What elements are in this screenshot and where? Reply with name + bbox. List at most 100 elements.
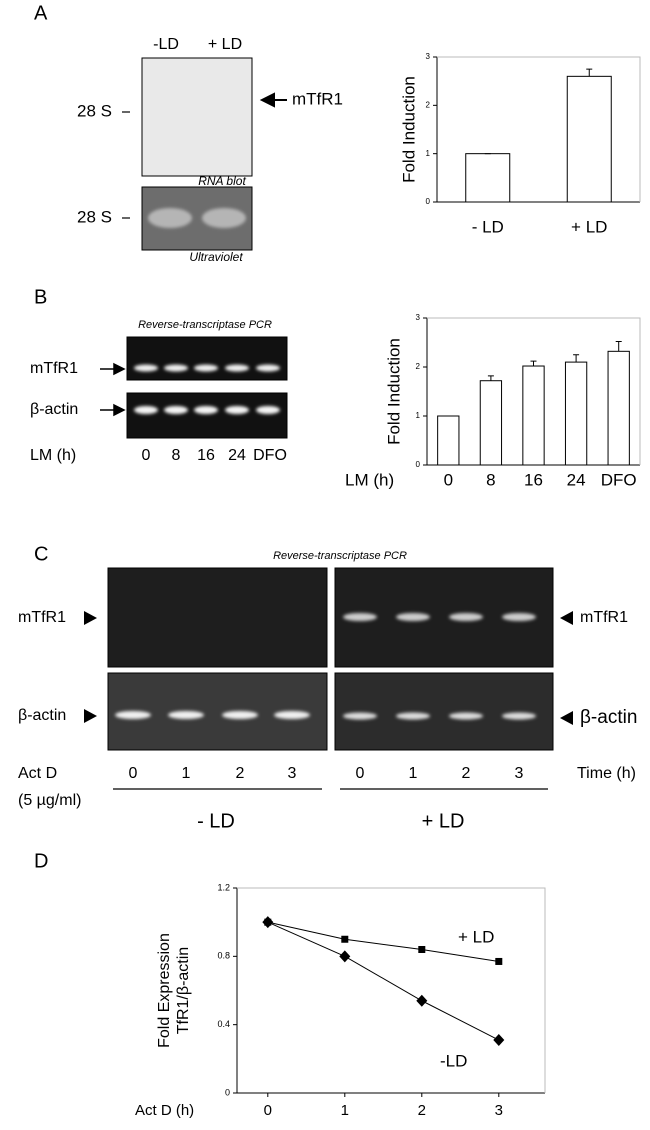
row-label: β-actin (18, 707, 66, 724)
gel-band (202, 208, 246, 228)
panel-label: D (34, 850, 48, 872)
plot-frame (437, 56, 641, 202)
gel-band (449, 613, 483, 621)
x-tick-label: 3 (495, 1102, 503, 1119)
point (495, 957, 503, 965)
gel-band (343, 712, 377, 720)
lane-label: 2 (462, 765, 471, 782)
bar (607, 350, 630, 466)
point (341, 935, 349, 943)
bar (564, 361, 588, 466)
gel-band (164, 406, 188, 414)
gel (107, 567, 328, 668)
gel (126, 336, 288, 381)
x-tick-label: 1 (341, 1102, 349, 1119)
gel-band (134, 364, 158, 372)
gel (126, 392, 288, 439)
row-label: mTfR1 (18, 609, 66, 626)
gel-band (164, 364, 188, 372)
gel (141, 57, 253, 177)
point (493, 1034, 505, 1047)
gel-band (343, 613, 377, 621)
series-label: + LD (458, 927, 494, 946)
arrow (100, 403, 126, 417)
gel-band (194, 406, 218, 414)
lane-axis-label: LM (h) (30, 447, 76, 464)
gel-band (148, 208, 192, 228)
gel-band (396, 613, 430, 621)
group-label: + LD (422, 810, 465, 832)
error-bar (487, 375, 494, 381)
error-bar (530, 360, 537, 367)
band-label: mTfR1 (292, 89, 343, 108)
arrowhead (560, 611, 573, 625)
treatment-label: Act D (18, 765, 57, 782)
arrowhead (84, 611, 97, 625)
gel-band (502, 613, 536, 621)
x-tick-label: 8 (486, 470, 495, 489)
x-tick-label: 16 (524, 470, 543, 489)
gel (107, 672, 328, 751)
gel-band (502, 712, 536, 720)
y-tick-label: 1.2 (217, 882, 230, 892)
x-tick-label: 0 (444, 470, 453, 489)
panel-label: A (34, 2, 48, 24)
plot-frame (237, 887, 546, 1093)
x-tick-label: 24 (567, 470, 586, 489)
y-tick-label: 3 (416, 313, 421, 322)
y-tick-label: 0 (426, 197, 431, 206)
x-axis-label: Act D (h) (135, 1102, 194, 1119)
y-axis-label: Fold Expression (156, 933, 173, 1048)
lane-label: 0 (142, 447, 151, 464)
gel-band (134, 406, 158, 414)
bar (437, 415, 460, 466)
group-label: - LD (197, 810, 235, 832)
arrowhead (560, 711, 573, 725)
lane-label: 3 (515, 765, 524, 782)
lane-label: -LD (153, 36, 179, 53)
row-label: β-actin (30, 401, 78, 418)
caption: RNA blot (198, 174, 246, 188)
lane-label: 2 (236, 765, 245, 782)
y-tick-label: 1 (426, 149, 431, 158)
point (262, 916, 274, 929)
y-axis-label: Fold Induction (399, 76, 418, 183)
x-tick-label: - LD (472, 217, 504, 236)
gel-title: Reverse-transcriptase PCR (273, 550, 407, 562)
lane-label: 24 (228, 447, 246, 464)
lane-label: 16 (197, 447, 215, 464)
lane-label: + LD (208, 36, 242, 53)
gel-band (256, 364, 280, 372)
y-tick-label: 2 (426, 100, 431, 109)
plot-frame (427, 317, 641, 465)
lane-label: 1 (409, 765, 418, 782)
arrowhead (84, 709, 97, 723)
marker-label: 28 S (77, 101, 112, 120)
series-line (267, 921, 500, 1041)
x-axis-label: LM (h) (345, 470, 394, 489)
gel-title: Reverse-transcriptase PCR (138, 319, 272, 331)
arrow (100, 362, 126, 376)
gel-band (115, 711, 151, 719)
series-label: -LD (440, 1051, 467, 1070)
gel-band (449, 712, 483, 720)
y-tick-label: 3 (426, 52, 431, 61)
point (416, 994, 428, 1007)
lane-label: 8 (172, 447, 181, 464)
x-tick-label: 2 (418, 1102, 426, 1119)
lane-label: 0 (356, 765, 365, 782)
x-tick-label: DFO (601, 470, 637, 489)
bar (465, 153, 511, 203)
x-tick-label: + LD (571, 217, 607, 236)
error-bar (573, 354, 580, 363)
gel-band (222, 711, 258, 719)
y-axis-label: Fold Induction (384, 338, 403, 445)
y-tick-label: 0.8 (217, 951, 230, 961)
gel-images (107, 57, 554, 751)
y-tick-label: 0.4 (217, 1019, 230, 1029)
lane-label: DFO (253, 447, 287, 464)
y-tick-label: 0 (416, 460, 421, 469)
gel-band (225, 364, 249, 372)
